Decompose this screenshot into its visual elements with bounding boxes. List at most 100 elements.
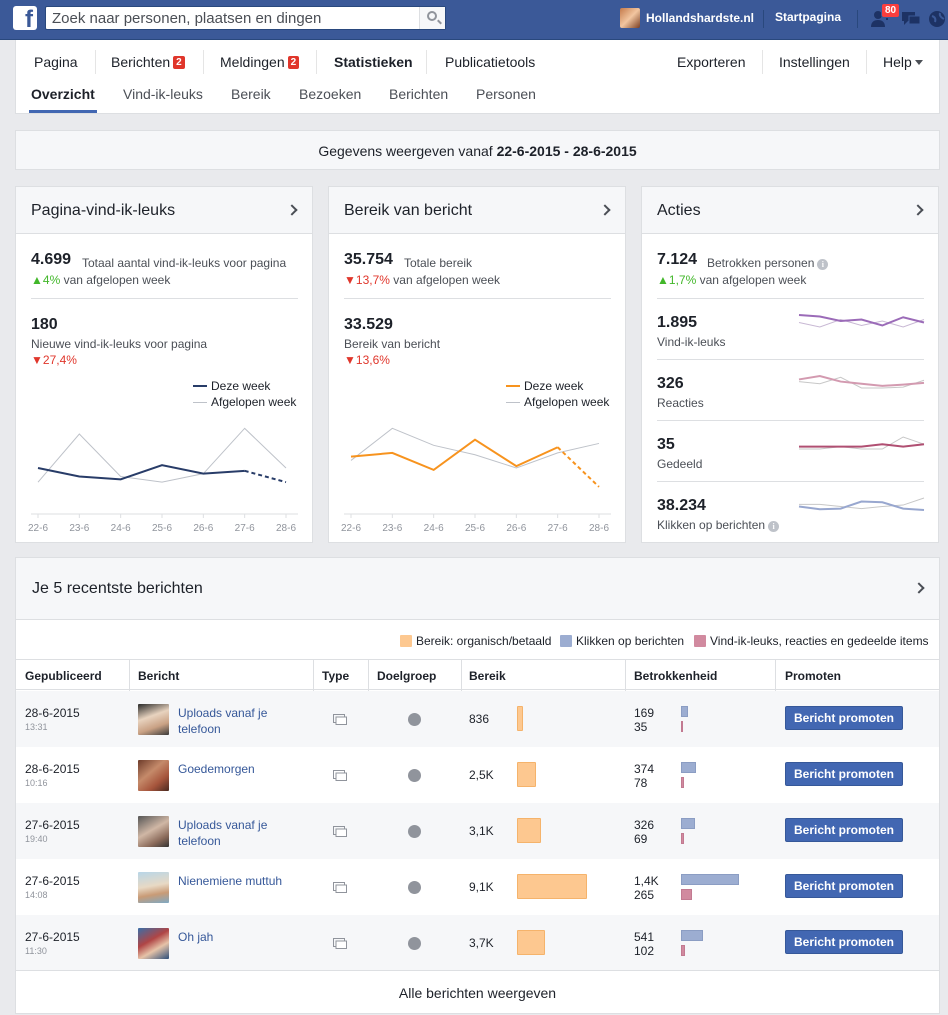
chevron-right-icon[interactable] (913, 582, 925, 594)
subtab-bereik[interactable]: Bereik (231, 86, 271, 102)
reach-value: 9,1K (469, 880, 494, 894)
divider (657, 420, 924, 421)
new-likes-value: 180 (31, 316, 58, 333)
x-tick-label: 23-6 (382, 523, 402, 534)
public-globe-icon (408, 713, 421, 726)
arrow-up-icon: ▲ (657, 273, 669, 287)
search-box[interactable] (45, 6, 446, 30)
post-title-link[interactable]: Oh jah (178, 930, 214, 944)
post-thumbnail[interactable] (138, 704, 169, 735)
promote-post-button[interactable]: Bericht promoten (785, 874, 903, 898)
search-button[interactable] (419, 7, 445, 29)
post-title-link[interactable]: Nienemiene muttuh (178, 874, 283, 888)
promote-post-button[interactable]: Bericht promoten (785, 706, 903, 730)
x-tick-label: 26-6 (506, 523, 526, 534)
post-thumbnail[interactable] (138, 928, 169, 959)
help-menu[interactable]: Help (883, 54, 923, 70)
post-thumbnail[interactable] (138, 872, 169, 903)
legend-swatch (694, 635, 706, 647)
settings-link[interactable]: Instellingen (779, 54, 850, 70)
messages-icon[interactable] (900, 8, 922, 30)
column-header[interactable]: Type (322, 669, 350, 683)
x-tick-label: 27-6 (235, 523, 255, 534)
notifications-globe-icon[interactable] (926, 8, 948, 30)
table-row: 27-6-2015 14:08 Nienemiene muttuh 9,1K 1,4K 2… (16, 859, 939, 915)
tab-publicatietools[interactable]: Publicatietools (445, 54, 536, 70)
divider (763, 10, 764, 28)
page-navbar: Pagina Berichten 2 Meldingen 2 Statistieke… (15, 40, 940, 114)
reach-line-chart: 22-6 23-6 24-6 25-6 26-6 27-6 28-6 (341, 427, 611, 534)
posts-header[interactable]: Je 5 recentste berichten (16, 558, 939, 620)
new-likes-change: ▼27,4% (31, 353, 77, 367)
post-thumbnail[interactable] (138, 816, 169, 847)
publish-date: 27-6-2015 (25, 930, 80, 944)
tab-pagina[interactable]: Pagina (34, 54, 78, 70)
active-tab-indicator (29, 110, 97, 113)
photo-type-icon (333, 714, 347, 725)
clicks-bar (681, 762, 696, 773)
subtab-vind-ik-leuks[interactable]: Vind-ik-leuks (123, 86, 203, 102)
arrow-down-icon: ▼ (344, 273, 356, 287)
card-header[interactable]: Pagina-vind-ik-leuks (16, 187, 312, 234)
action-value: 1.895 (657, 314, 698, 331)
column-header[interactable]: Doelgroep (377, 669, 437, 683)
subtab-bezoeken[interactable]: Bezoeken (299, 86, 362, 102)
info-icon[interactable]: i (817, 259, 829, 270)
publish-time: 19:40 (25, 834, 48, 844)
series-line-deze-week (350, 438, 559, 472)
post-thumbnail[interactable] (138, 760, 169, 791)
post-title-link[interactable]: Uploads vanaf je telefoon (178, 706, 268, 736)
subtab-berichten[interactable]: Berichten (389, 86, 449, 102)
post-title-link[interactable]: Uploads vanaf je telefoon (178, 818, 268, 848)
tab-berichten[interactable]: Berichten 2 (111, 54, 185, 70)
table-row: 27-6-2015 19:40 Uploads vanaf je telefoon 3… (16, 803, 939, 859)
sparkline-current (798, 374, 925, 387)
column-header[interactable]: Gepubliceerd (25, 669, 102, 683)
tab-meldingen[interactable]: Meldingen 2 (220, 54, 300, 70)
series-line-afgelopen-week (37, 427, 287, 483)
post-title-link[interactable]: Goedemorgen (178, 762, 255, 776)
search-input[interactable] (46, 7, 416, 29)
subtab-personen[interactable]: Personen (476, 86, 536, 102)
export-link[interactable]: Exporteren (677, 54, 746, 70)
view-all-posts-link[interactable]: Alle berichten weergeven (16, 970, 939, 1014)
card-title: Acties (657, 202, 701, 219)
total-reach-value: 35.754 (344, 251, 393, 268)
top-bar: f Hollandshardste.nl Startpagina 80 (0, 0, 948, 40)
divider (657, 481, 924, 482)
sub-tabs: Overzicht Vind-ik-leuks Bereik Bezoeken … (16, 83, 939, 114)
date-range-bar[interactable]: Gegevens weergeven vanaf 22-6-2015 - 28-… (15, 130, 940, 170)
likes-value: 69 (634, 832, 648, 846)
engaged-people-value: 7.124 (657, 251, 698, 268)
promote-post-button[interactable]: Bericht promoten (785, 930, 903, 954)
likes-bar (681, 777, 684, 788)
table-header: Gepubliceerd Bericht Type Doelgroep Bere… (16, 659, 939, 691)
column-header[interactable]: Betrokkenheid (634, 669, 718, 683)
card-header[interactable]: Acties (642, 187, 938, 234)
promote-post-button[interactable]: Bericht promoten (785, 818, 903, 842)
divider (762, 50, 763, 74)
likes-value: 35 (634, 720, 648, 734)
column-header[interactable]: Bericht (138, 669, 180, 683)
engaged-people-change: ▲1,7% van afgelopen week (657, 273, 807, 287)
home-link[interactable]: Startpagina (775, 10, 842, 24)
series-line-deze-week-partial (244, 469, 287, 484)
publish-date: 27-6-2015 (25, 874, 80, 888)
facebook-logo-icon[interactable]: f (13, 6, 37, 30)
new-likes-label: Nieuwe vind-ik-leuks voor pagina (31, 337, 208, 351)
subtab-overzicht[interactable]: Overzicht (31, 86, 95, 102)
total-likes-label: Totaal aantal vind-ik-leuks voor pagina (82, 256, 287, 270)
legend-reach: Bereik: organisch/betaald (400, 634, 551, 648)
reach-bar (517, 706, 523, 731)
promote-post-button[interactable]: Bericht promoten (785, 762, 903, 786)
action-label: Reacties (657, 396, 704, 410)
tab-statistieken[interactable]: Statistieken (334, 54, 413, 70)
profile-link[interactable]: Hollandshardste.nl (620, 7, 754, 29)
total-likes-value: 4.699 (31, 251, 72, 268)
card-title: Bereik van bericht (344, 202, 473, 219)
card-header[interactable]: Bereik van bericht (329, 187, 625, 234)
divider (625, 660, 626, 691)
column-header[interactable]: Bereik (469, 669, 506, 683)
info-icon[interactable]: i (768, 521, 780, 532)
column-header[interactable]: Promoten (785, 669, 842, 683)
